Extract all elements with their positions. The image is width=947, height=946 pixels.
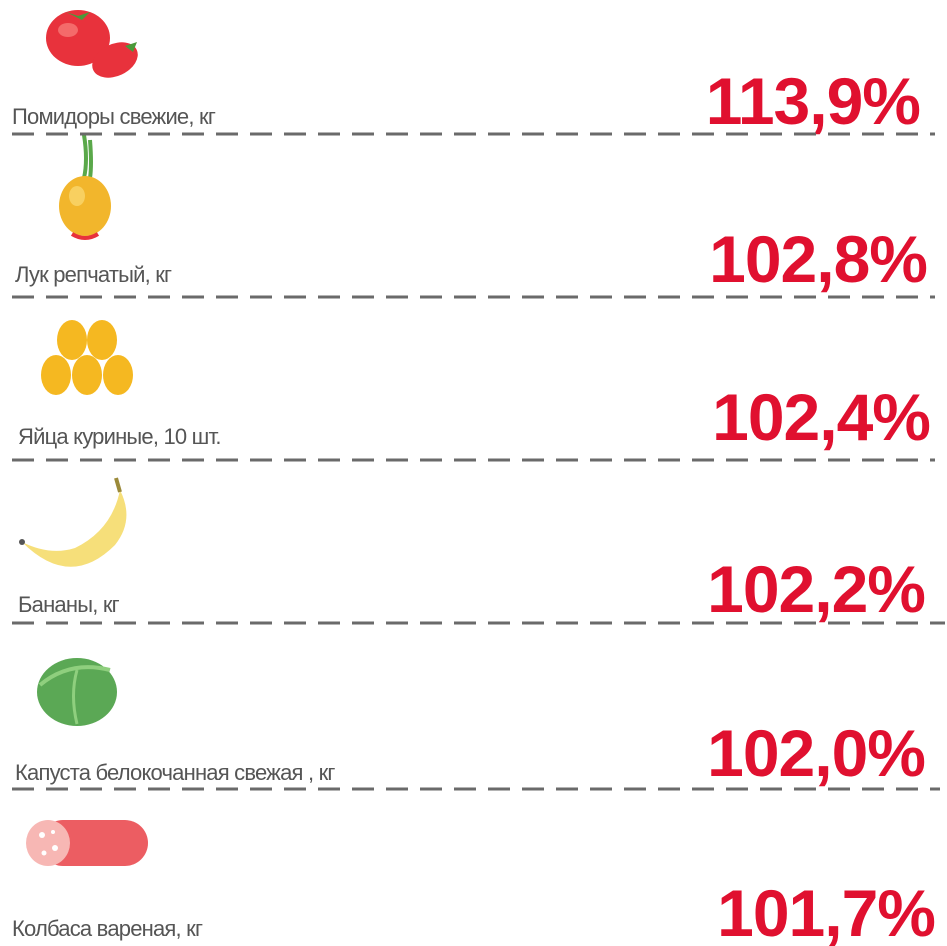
item-label: Лук репчатый, кг xyxy=(15,262,172,287)
tomato-icon xyxy=(46,10,138,78)
item-label: Яйца куриные, 10 шт. xyxy=(18,424,221,449)
item-value: 101,7% xyxy=(717,876,935,946)
item-value: 102,8% xyxy=(709,222,927,296)
item-value: 102,0% xyxy=(707,716,925,790)
item-label: Бананы, кг xyxy=(18,592,120,617)
cabbage-icon xyxy=(37,658,117,726)
sausage-icon xyxy=(26,820,148,866)
eggs-icon xyxy=(41,320,133,395)
banana-icon xyxy=(19,477,127,567)
item-value: 102,2% xyxy=(707,552,925,626)
item-label: Колбаса вареная, кг xyxy=(12,916,203,941)
item-value: 102,4% xyxy=(712,380,930,454)
item-label: Капуста белокочанная свежая , кг xyxy=(15,760,335,785)
onion-icon xyxy=(59,134,111,240)
item-label: Помидоры свежие, кг xyxy=(12,104,216,129)
item-value: 113,9% xyxy=(706,64,920,138)
